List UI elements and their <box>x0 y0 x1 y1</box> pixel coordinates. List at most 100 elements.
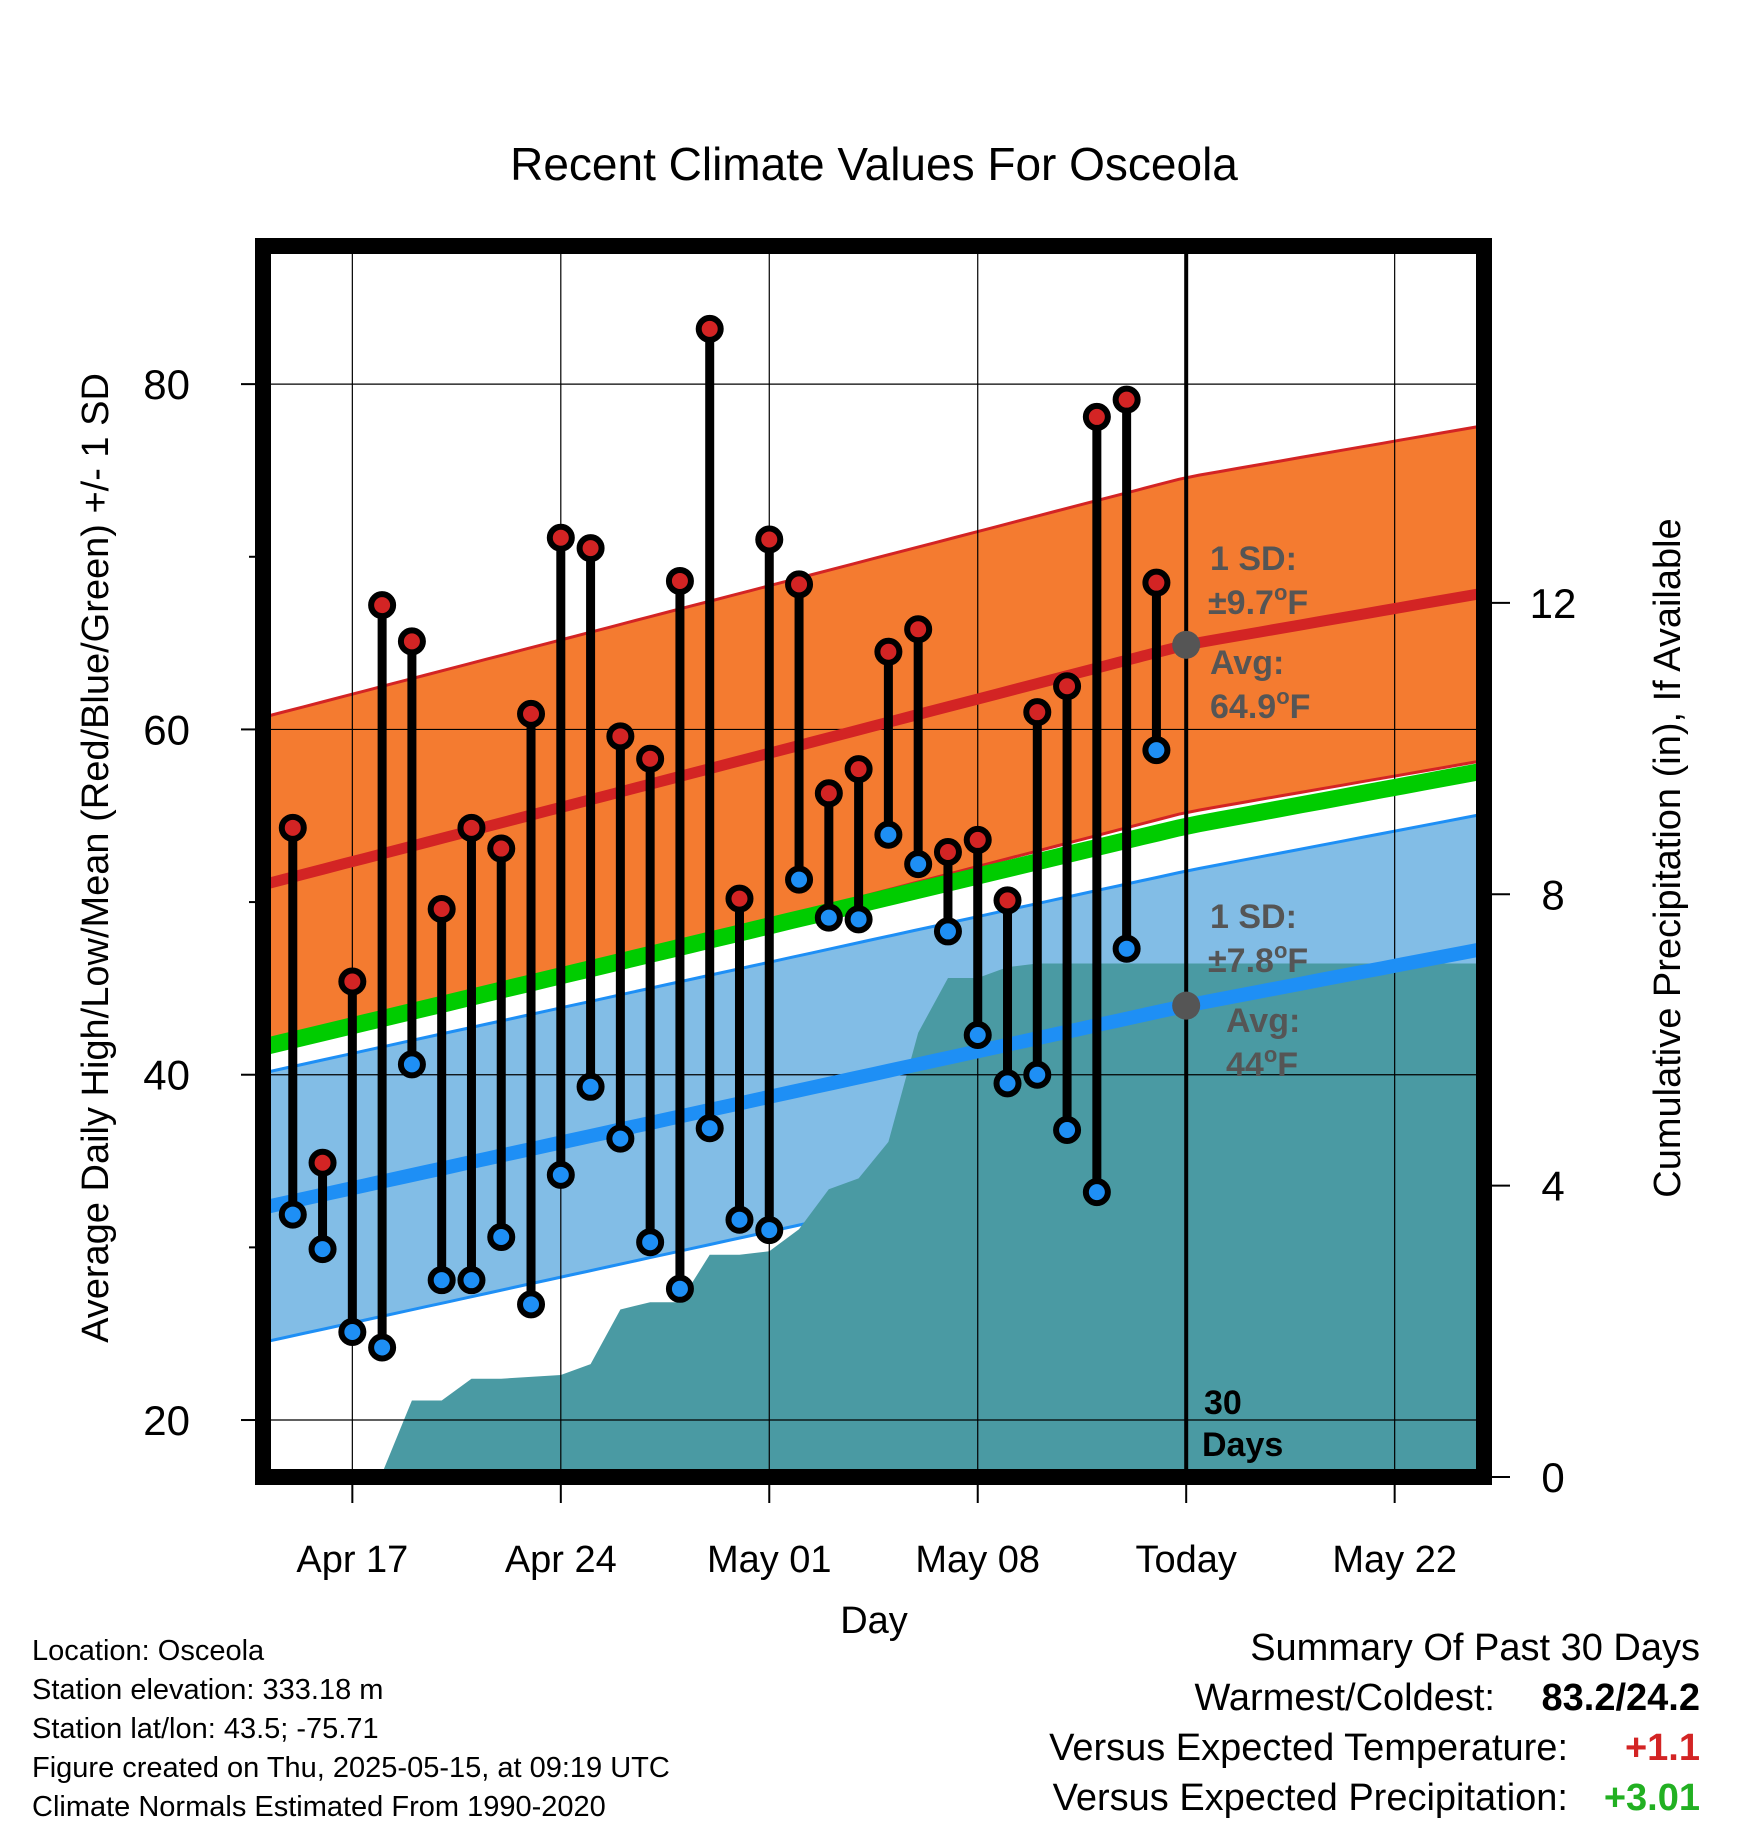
daily-low-point <box>993 1069 1022 1098</box>
low-sd-label: 1 SD: <box>1210 898 1297 936</box>
daily-high-point <box>1023 698 1052 727</box>
low-band-upper-edge <box>263 812 1484 1075</box>
daily-high-point <box>1053 672 1082 701</box>
x-tick-label: Today <box>1135 1539 1236 1581</box>
footer-created: Figure created on Thu, 2025-05-15, at 09… <box>32 1752 670 1784</box>
high-sd-label: 1 SD: <box>1210 540 1297 578</box>
x-tick-label: Apr 17 <box>296 1539 408 1581</box>
daily-high-point <box>785 570 814 599</box>
plot-area: 20 40 60 80 0 4 8 12 Apr 17 Apr 24 May 01 May 08 Tod… <box>143 238 1577 1581</box>
plot-frame <box>255 238 1492 1485</box>
high-sd-value: ±9.7oF <box>1208 580 1308 622</box>
low-sd-unit: F <box>1287 942 1308 980</box>
daily-low-point <box>1112 934 1141 963</box>
daily-high-point <box>963 825 992 854</box>
daily-high-point <box>546 523 575 552</box>
high-avg-label: Avg: <box>1210 644 1284 682</box>
daily-high-point <box>1142 568 1171 597</box>
daily-high-point <box>904 615 933 644</box>
daily-high-point <box>874 637 903 666</box>
daily-low-point <box>1082 1178 1111 1207</box>
x-tick-label: May 22 <box>1332 1539 1457 1581</box>
precip-area <box>263 963 1484 1477</box>
y2-tick-label: 4 <box>1541 1163 1564 1210</box>
daily-low-point <box>665 1274 694 1303</box>
daily-high-point <box>338 967 367 996</box>
low-avg-value: 44oF <box>1226 1042 1298 1084</box>
x-tick-label: May 01 <box>707 1539 832 1581</box>
daily-low-point <box>308 1235 337 1264</box>
y2-tick-label: 0 <box>1541 1454 1564 1501</box>
daily-high-point <box>368 591 397 620</box>
daily-high-point <box>457 813 486 842</box>
daily-low-point <box>725 1205 754 1234</box>
daily-low-point <box>546 1160 575 1189</box>
summary-warm-cold-label: Warmest/Coldest: <box>1194 1677 1495 1719</box>
daily-low-point <box>368 1333 397 1362</box>
x-axis-label: Day <box>840 1600 908 1642</box>
daily-high-point <box>665 566 694 595</box>
y2-tick-label: 8 <box>1541 871 1564 918</box>
summary-precip-label: Versus Expected Precipitation: <box>1053 1777 1568 1819</box>
daily-high-point <box>755 525 784 554</box>
y-tick-label: 80 <box>143 361 190 408</box>
daily-high-point <box>636 744 665 773</box>
high-sd-band <box>263 425 1484 1053</box>
summary-temp-value: +1.1 <box>1625 1727 1700 1769</box>
summary-precip-value: +3.01 <box>1604 1777 1700 1819</box>
x-tick-label: May 08 <box>915 1539 1040 1581</box>
low-avg-number: 44 <box>1226 1046 1264 1084</box>
footer-normals: Climate Normals Estimated From 1990-2020 <box>32 1791 606 1823</box>
plot-interior <box>263 246 1484 1477</box>
y2-tick-label: 12 <box>1530 580 1577 627</box>
today-low-normal-marker <box>1172 991 1201 1020</box>
low-avg-unit: F <box>1277 1046 1298 1084</box>
daily-low-point <box>844 905 873 934</box>
y-axis-label: Average Daily High/Low/Mean (Red/Blue/Gr… <box>75 373 117 1343</box>
daily-low-point <box>636 1228 665 1257</box>
summary-warm-cold-value: 83.2/24.2 <box>1542 1677 1700 1719</box>
y-tick-label: 60 <box>143 706 190 753</box>
daily-low-point <box>457 1266 486 1295</box>
daily-high-point <box>814 779 843 808</box>
daily-low-point <box>1023 1060 1052 1089</box>
daily-high-point <box>1082 402 1111 431</box>
daily-low-point <box>397 1050 426 1079</box>
y2-axis-label: Cumulative Precipitation (in), If Availa… <box>1647 518 1689 1197</box>
daily-high-point <box>844 755 873 784</box>
daily-high-point <box>397 627 426 656</box>
mean-normal-line <box>263 762 1484 1056</box>
daily-low-point <box>695 1114 724 1143</box>
daily-high-point <box>427 894 456 923</box>
daily-low-point <box>963 1021 992 1050</box>
daily-high-point <box>517 699 546 728</box>
daily-low-point <box>904 850 933 879</box>
low-normal-line <box>263 941 1484 1215</box>
daily-low-point <box>785 865 814 894</box>
daily-low-point <box>278 1200 307 1229</box>
high-avg-number: 64.9 <box>1210 688 1276 726</box>
low-sd-number: ±7.8 <box>1208 942 1274 980</box>
footer-location: Location: Osceola <box>32 1635 265 1667</box>
high-sd-degree: o <box>1274 580 1287 605</box>
low-sd-degree: o <box>1274 938 1287 963</box>
daily-high-point <box>278 813 307 842</box>
footer-latlon: Station lat/lon: 43.5; -75.71 <box>32 1713 379 1745</box>
summary-title: Summary Of Past 30 Days <box>1250 1627 1700 1669</box>
daily-high-point <box>1112 385 1141 414</box>
x-tick-label: Apr 24 <box>505 1539 617 1581</box>
daily-high-point <box>576 534 605 563</box>
daily-low-point <box>755 1216 784 1245</box>
daily-high-point <box>933 838 962 867</box>
today-high-normal-marker <box>1172 630 1201 659</box>
daily-high-point <box>487 834 516 863</box>
daily-high-point <box>695 314 724 343</box>
daily-low-point <box>517 1290 546 1319</box>
high-band-upper-edge <box>263 424 1484 719</box>
daily-high-point <box>725 884 754 913</box>
low-avg-label: Avg: <box>1226 1002 1300 1040</box>
daily-low-point <box>487 1223 516 1252</box>
daily-low-point <box>814 903 843 932</box>
daily-low-point <box>874 820 903 849</box>
